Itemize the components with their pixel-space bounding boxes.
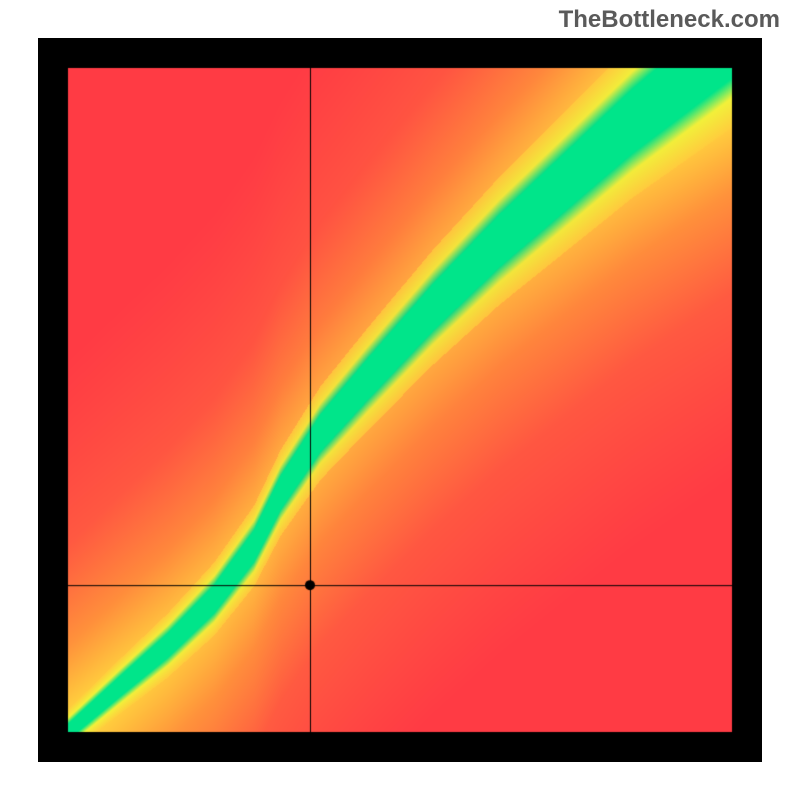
heatmap-canvas <box>38 38 762 762</box>
heatmap-chart <box>38 38 762 762</box>
watermark-text: TheBottleneck.com <box>559 6 780 34</box>
